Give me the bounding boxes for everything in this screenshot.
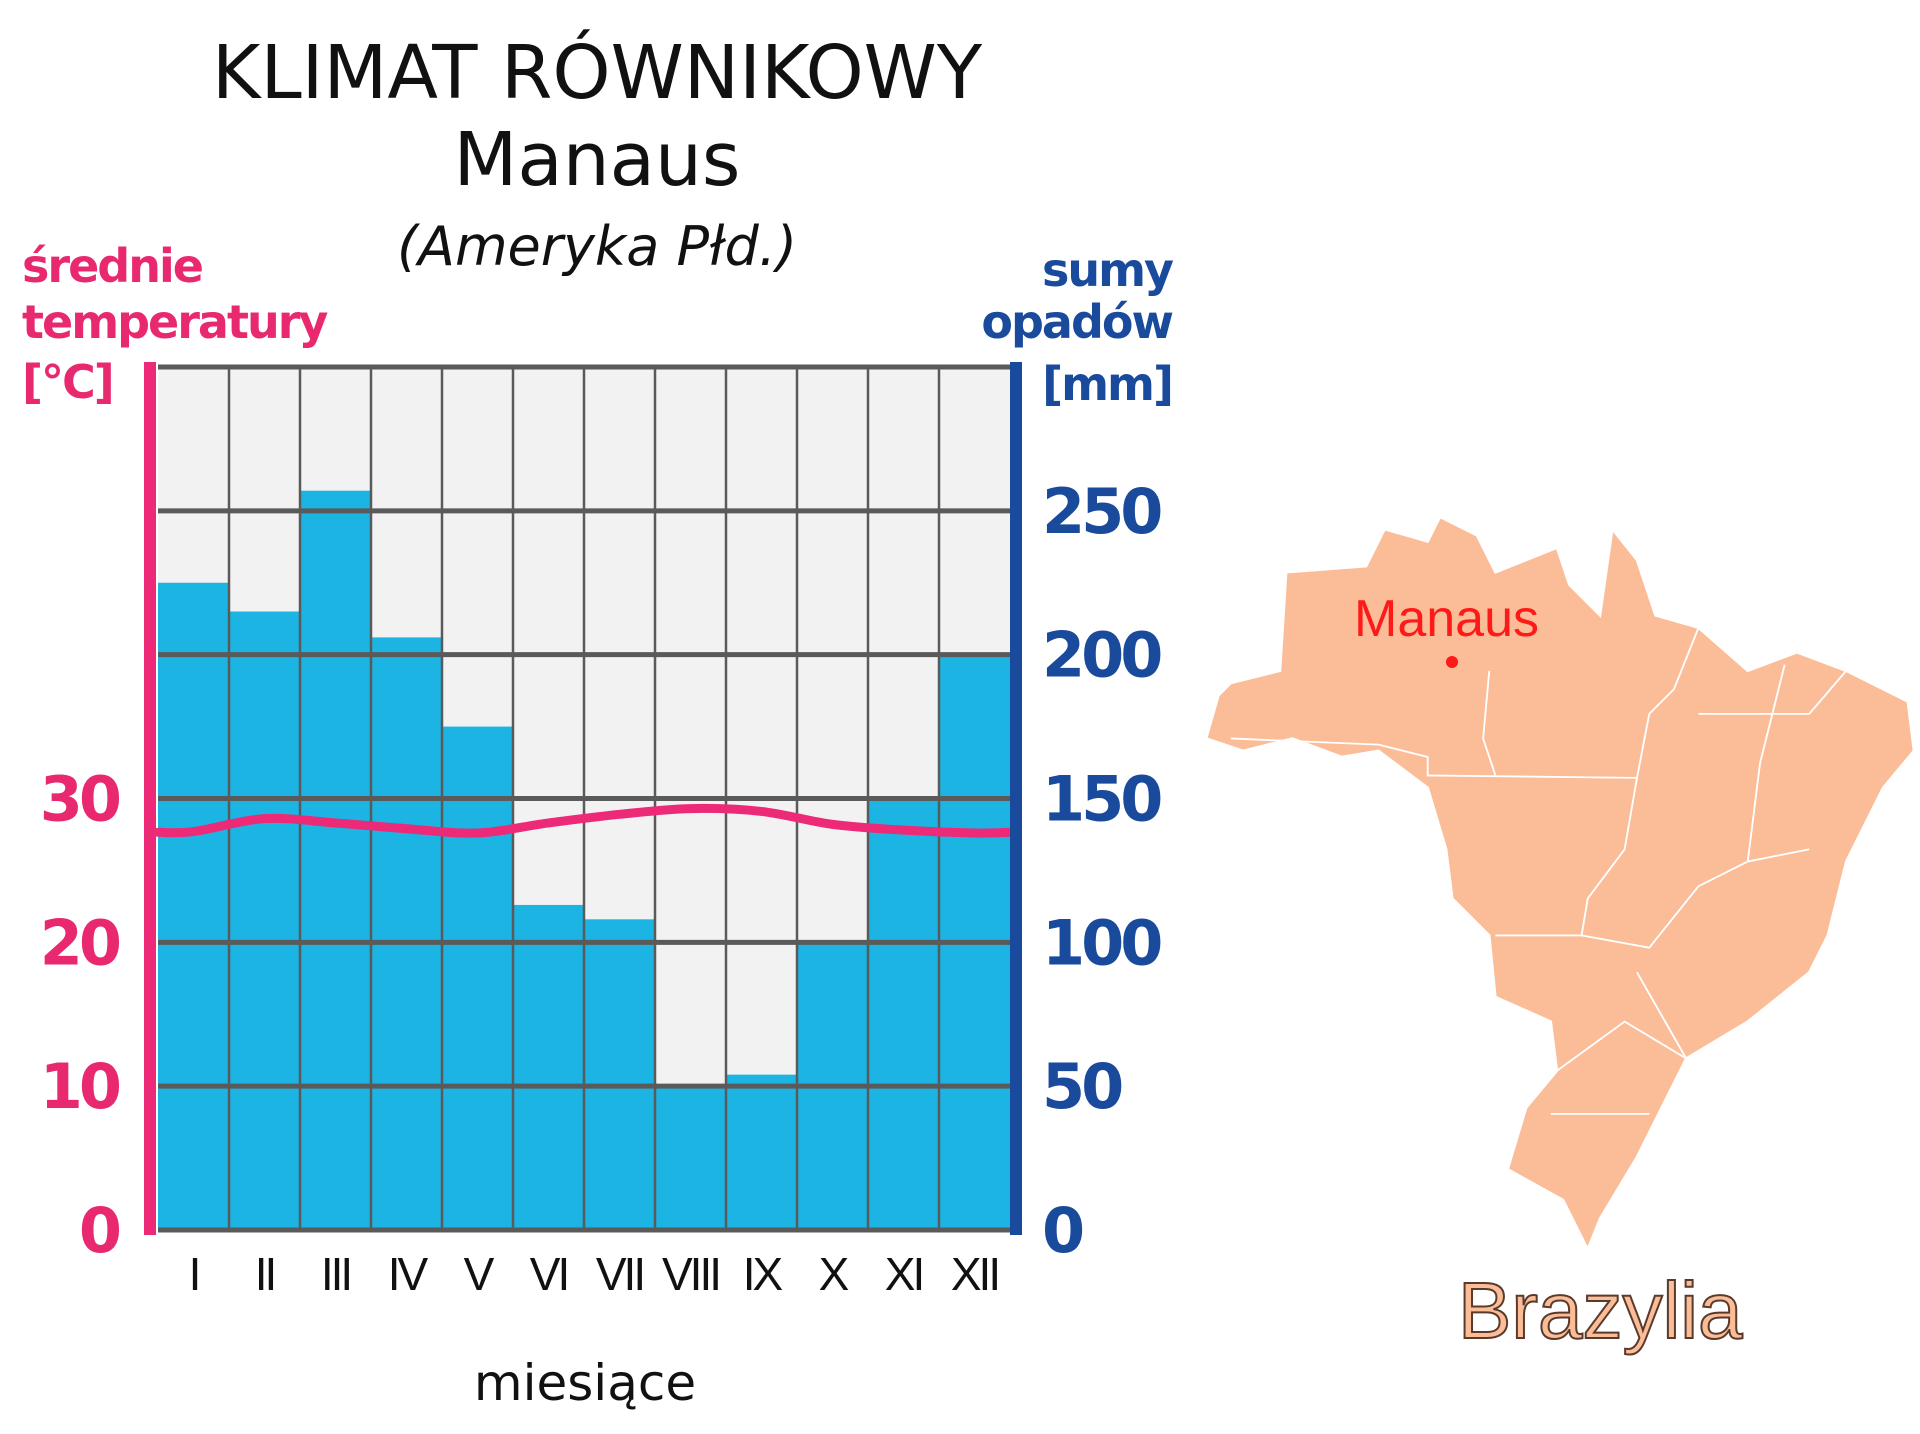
- precipitation-tick-label: 0: [1042, 1194, 1083, 1267]
- month-tick-label: VIII: [662, 1248, 719, 1300]
- chart-subtitle-city: Manaus: [454, 117, 741, 203]
- month-tick-label: I: [189, 1248, 199, 1300]
- precipitation-bar: [655, 1086, 726, 1230]
- brazil-map: Manaus Brazylia: [1204, 515, 1916, 1356]
- brazil-shape: [1204, 515, 1916, 1253]
- manaus-marker: [1446, 656, 1458, 668]
- month-tick-label: IV: [388, 1248, 429, 1300]
- precipitation-tick-label: 200: [1042, 619, 1161, 692]
- left-axis-label-line2: temperatury: [22, 295, 328, 349]
- month-tick-label: XII: [951, 1248, 998, 1300]
- precipitation-bar: [371, 637, 442, 1230]
- month-tick-label: V: [464, 1248, 495, 1300]
- month-tick-label: III: [321, 1248, 350, 1300]
- plot-area: I II III IV V VI VII VIII IX X XI XII05010015020025…: [40, 362, 1165, 1300]
- city-label: Manaus: [1354, 590, 1539, 648]
- precipitation-bar: [513, 904, 584, 1230]
- precipitation-bar: [442, 726, 513, 1230]
- x-axis-label: miesiące: [474, 1354, 696, 1412]
- chart-title: KLIMAT RÓWNIKOWY: [212, 28, 983, 116]
- month-tick-label: II: [255, 1248, 275, 1300]
- left-axis-label-line1: średnie: [22, 239, 202, 293]
- right-axis-label-line2: opadów: [981, 295, 1172, 349]
- month-tick-label: X: [819, 1248, 849, 1300]
- precipitation-tick-label: 150: [1042, 763, 1161, 836]
- left-axis-label-line3: [°C]: [22, 355, 113, 409]
- state-borders: [1230, 627, 1847, 1115]
- temperature-tick-label: 0: [79, 1194, 120, 1267]
- precipitation-tick-label: 100: [1042, 906, 1161, 979]
- temperature-tick-label: 30: [40, 763, 120, 836]
- temperature-axis: [144, 362, 156, 1235]
- temperature-tick-label: 10: [40, 1050, 120, 1123]
- precipitation-bar: [300, 490, 371, 1230]
- month-tick-label: XI: [885, 1248, 922, 1300]
- precipitation-tick-label: 50: [1042, 1050, 1122, 1123]
- precipitation-bar: [584, 919, 655, 1230]
- right-axis-label-line1: sumy: [1042, 243, 1174, 297]
- month-tick-label: VI: [530, 1248, 567, 1300]
- precipitation-tick-label: 250: [1042, 475, 1161, 548]
- precipitation-bar: [726, 1074, 797, 1230]
- precipitation-bar: [158, 582, 229, 1230]
- right-axis-label-line3: [mm]: [1042, 357, 1172, 411]
- country-label: Brazylia: [1458, 1266, 1743, 1355]
- precipitation-bar: [868, 798, 939, 1230]
- precipitation-bar: [229, 611, 300, 1230]
- temperature-tick-label: 20: [40, 906, 120, 979]
- precipitation-axis: [1010, 362, 1022, 1235]
- chart-subtitle-region: (Ameryka Płd.): [397, 215, 797, 278]
- temperature-line: [153, 803, 1015, 838]
- month-tick-label: IX: [743, 1248, 783, 1300]
- month-tick-label: VII: [596, 1248, 643, 1300]
